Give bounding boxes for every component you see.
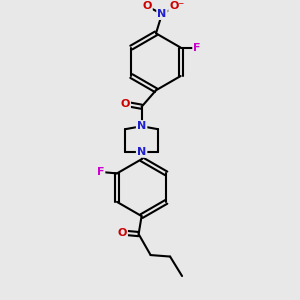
Text: O: O (117, 228, 127, 238)
Text: O: O (142, 2, 152, 11)
Text: O⁻: O⁻ (169, 2, 184, 11)
Text: N: N (137, 147, 146, 157)
Text: N: N (137, 121, 146, 131)
Text: F: F (194, 43, 201, 52)
Text: N: N (158, 9, 166, 19)
Text: F: F (97, 167, 104, 177)
Text: O: O (120, 99, 130, 109)
